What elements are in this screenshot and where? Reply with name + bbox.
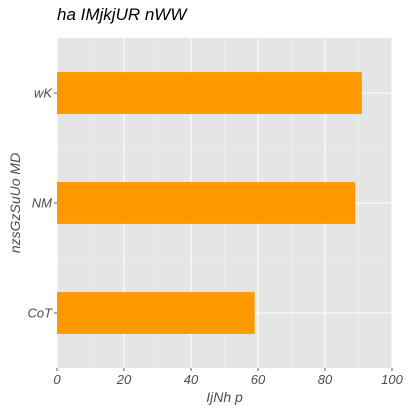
bar-cot — [57, 292, 255, 334]
x-tick-label: 60 — [251, 372, 266, 387]
bar-wk — [57, 72, 362, 114]
x-axis-ticks: 0 20 40 60 80 100 — [53, 368, 404, 387]
x-tick-label: 20 — [116, 372, 132, 387]
x-tick-label: 80 — [318, 372, 333, 387]
y-tick-label: CoT — [27, 306, 53, 321]
chart-title: ha IMjkjUR nWW — [57, 5, 188, 24]
x-tick-label: 40 — [184, 372, 199, 387]
x-tick-label: 100 — [381, 372, 403, 387]
y-axis-title: nzsGzSuUo MD — [7, 153, 23, 253]
x-axis-title: IjNh p — [206, 389, 243, 405]
y-axis-ticks: wK NM CoT — [27, 86, 57, 321]
y-tick-label: NM — [32, 196, 52, 211]
bar-nm — [57, 182, 356, 224]
x-tick-label: 0 — [53, 372, 61, 387]
y-tick-label: wK — [34, 86, 53, 101]
bars — [57, 72, 362, 334]
